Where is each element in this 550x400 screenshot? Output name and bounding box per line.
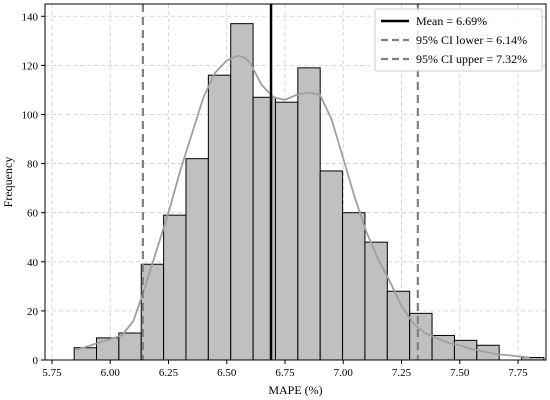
- x-tick-label: 7.75: [508, 367, 528, 379]
- y-tick-label: 120: [22, 60, 39, 72]
- y-axis-label: Frequency: [1, 157, 15, 208]
- histogram-bar: [207, 74, 232, 361]
- y-tick-label: 80: [27, 159, 39, 171]
- histogram-bar: [319, 170, 344, 361]
- x-tick-label: 5.75: [42, 367, 62, 379]
- histogram-bar: [163, 214, 187, 361]
- y-axis-ticks: 0 20 40 60 80 100 120 140: [22, 11, 45, 367]
- kde-curve-group: [75, 54, 530, 359]
- x-axis-ticks: 5.75 6.00 6.25 6.50 6.75 7.00 7.25 7.50 7.75: [42, 360, 528, 379]
- plot-frame: [44, 3, 547, 361]
- y-tick-label: 140: [22, 11, 39, 23]
- x-tick-label: 7.00: [334, 367, 354, 379]
- x-axis-label: MAPE (%): [268, 383, 322, 397]
- histogram-bar: [140, 263, 165, 361]
- legend-entry-mean: Mean = 6.69%: [416, 14, 487, 28]
- legend-entry-ci-upper: 95% CI upper = 7.32%: [416, 52, 527, 66]
- x-tick-label: 7.25: [392, 367, 412, 379]
- histogram-bar: [118, 332, 142, 361]
- histogram-bar: [185, 158, 209, 361]
- histogram-bar: [364, 241, 388, 361]
- y-tick-label: 20: [27, 306, 39, 318]
- y-tick-label: 40: [27, 257, 39, 269]
- y-tick-label: 0: [33, 355, 39, 367]
- x-tick-label: 6.25: [159, 367, 179, 379]
- y-tick-label: 60: [27, 208, 39, 220]
- legend: Mean = 6.69% 95% CI lower = 6.14% 95% CI…: [374, 8, 543, 72]
- histogram-bars: [73, 23, 545, 361]
- histogram-bar: [297, 67, 321, 361]
- histogram-bar: [274, 101, 299, 361]
- x-tick-label: 6.75: [275, 367, 295, 379]
- legend-box: [374, 8, 543, 72]
- histogram-bar: [95, 337, 120, 361]
- histogram-bar: [342, 212, 366, 361]
- histogram-bar: [409, 312, 433, 361]
- legend-entry-ci-lower: 95% CI lower = 6.14%: [416, 33, 527, 47]
- x-tick-label: 6.00: [101, 367, 121, 379]
- histogram-bar: [431, 334, 455, 361]
- kde-curve: [75, 54, 530, 359]
- x-tick-label: 6.50: [217, 367, 237, 379]
- x-tick-label: 7.50: [450, 367, 470, 379]
- histogram-bar: [230, 23, 254, 361]
- y-tick-label: 100: [22, 109, 39, 121]
